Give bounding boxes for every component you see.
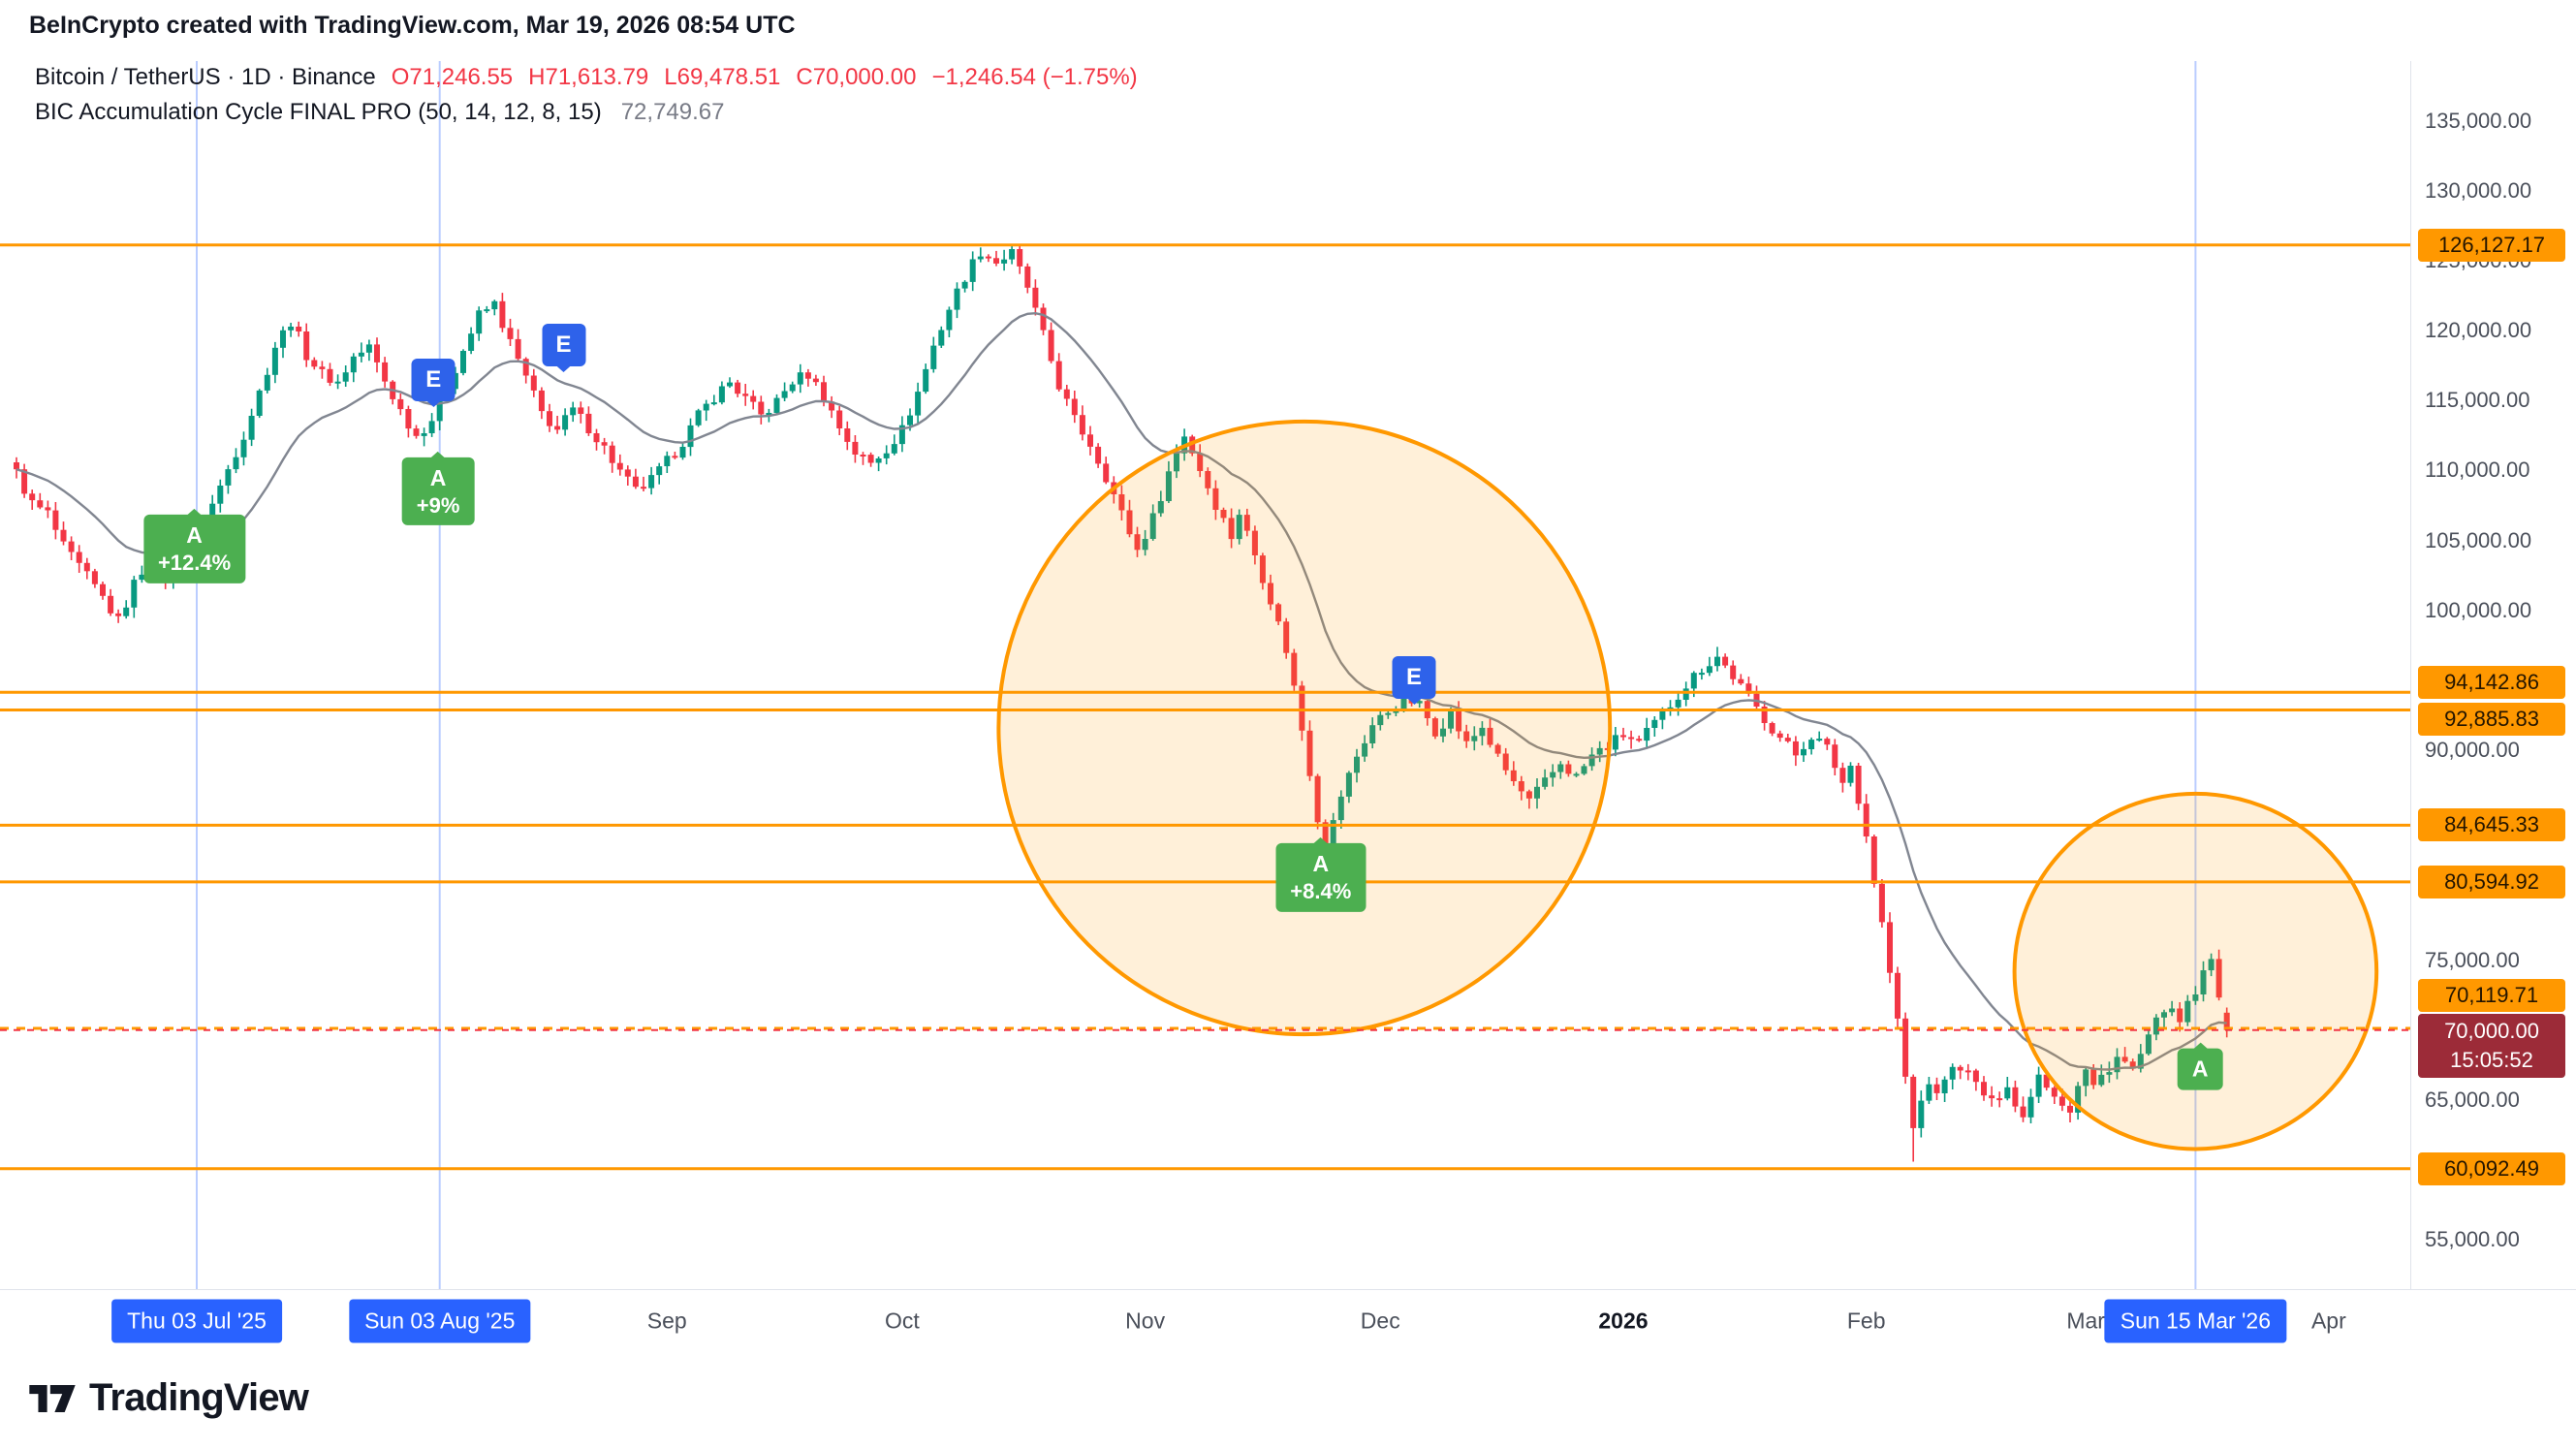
ohlc-low: L69,478.51 [664, 64, 781, 90]
price-level-lines[interactable] [0, 243, 2410, 1171]
time-tick-label: Apr [2310, 1308, 2346, 1333]
accumulation-marker-A[interactable]: A [2177, 1042, 2223, 1090]
indicator-value: 72,749.67 [620, 99, 725, 125]
ma-line [16, 311, 2227, 1071]
marker-label: A [1312, 851, 1330, 877]
current-price-value: 70,000.00 [2444, 1019, 2539, 1044]
exit-marker-E[interactable]: E [1392, 656, 1436, 706]
tradingview-logo-text: TradingView [89, 1376, 309, 1419]
marker-label: A [429, 464, 447, 490]
ohlc-open: O71,246.55 [391, 64, 514, 90]
price-level-badge: 84,645.33 [2418, 808, 2565, 842]
time-tick-label: 2026 [1598, 1308, 1649, 1333]
symbol-title: Bitcoin / TetherUS · 1D · Binance [35, 64, 376, 90]
price-tick-label: 90,000.00 [2425, 738, 2520, 763]
time-tick-label: Sep [646, 1308, 687, 1333]
price-tick-label: 55,000.00 [2425, 1227, 2520, 1252]
accumulation-marker-A-+9%[interactable]: A +9% [401, 451, 475, 526]
chart-canvas[interactable] [0, 0, 2410, 1289]
price-axis[interactable]: 135,000.00130,000.00125,000.00120,000.00… [2410, 61, 2576, 1289]
price-tick-label: 105,000.00 [2425, 527, 2532, 552]
tradingview-logo-icon [29, 1384, 76, 1412]
time-tick-label: Dec [1360, 1308, 1400, 1333]
marker-percent: +12.4% [157, 550, 232, 575]
ohlc-high: H71,613.79 [528, 64, 649, 90]
date-badge[interactable]: Sun 03 Aug '25 [349, 1299, 531, 1342]
chart-markers-layer: A +12.4% A +9% A +8.4% A E E E [142, 323, 2223, 1090]
time-tick-label: Nov [1125, 1308, 1166, 1333]
marker-percent: +8.4% [1290, 879, 1352, 904]
candlestick-series [14, 244, 2230, 1162]
marker-label: A [186, 522, 203, 549]
tradingview-logo[interactable]: TradingView [29, 1376, 309, 1420]
accumulation-marker-A-+8.4%[interactable]: A +8.4% [1275, 837, 1367, 912]
time-axis[interactable]: Sep Oct Nov Dec 2026 Feb Mar Apr Thu 03 Jul '25 S… [0, 1289, 2576, 1351]
marker-label: A [2191, 1056, 2209, 1082]
accumulation-marker-A-+12.4%[interactable]: A +12.4% [142, 509, 246, 583]
price-level-badge: 60,092.49 [2418, 1151, 2565, 1185]
ohlc-close: C70,000.00 [796, 64, 917, 90]
symbol-legend-row[interactable]: Bitcoin / TetherUS · 1D · Binance O71,24… [35, 64, 1138, 99]
attribution-text: BeInCrypto created with TradingView.com,… [29, 12, 796, 39]
price-tick-label: 65,000.00 [2425, 1087, 2520, 1112]
price-level-badge: 80,594.92 [2418, 865, 2565, 898]
price-tick-label: 135,000.00 [2425, 108, 2532, 133]
price-tick-label: 110,000.00 [2425, 457, 2530, 483]
time-tick-label: Feb [1846, 1308, 1886, 1333]
chart-legend: Bitcoin / TetherUS · 1D · Binance O71,24… [35, 64, 1138, 134]
time-tick-label: Mar [2066, 1308, 2105, 1333]
date-badge[interactable]: Sun 15 Mar '26 [2104, 1299, 2287, 1342]
price-tick-label: 130,000.00 [2425, 177, 2532, 203]
time-tick-label: Oct [885, 1308, 920, 1333]
ohlc-change: −1,246.54 (−1.75%) [931, 64, 1138, 90]
exit-marker-E[interactable]: E [542, 323, 586, 372]
current-price-badge: 70,000.00 15:05:52 [2418, 1013, 2565, 1078]
date-badge[interactable]: Thu 03 Jul '25 [111, 1299, 282, 1342]
marker-percent: +9% [416, 492, 460, 518]
price-level-badge: 92,885.83 [2418, 703, 2565, 737]
price-tick-label: 75,000.00 [2425, 947, 2520, 972]
price-level-badge: 126,127.17 [2418, 228, 2565, 262]
price-level-badge: 94,142.86 [2418, 666, 2565, 700]
bar-countdown: 15:05:52 [2450, 1047, 2533, 1072]
price-tick-label: 120,000.00 [2425, 318, 2532, 343]
indicator-name: BIC Accumulation Cycle FINAL PRO (50, 14… [35, 99, 602, 125]
indicator-legend-row[interactable]: BIC Accumulation Cycle FINAL PRO (50, 14… [35, 99, 1138, 134]
highlight-circles[interactable] [996, 419, 2379, 1151]
price-tick-label: 115,000.00 [2425, 388, 2530, 413]
price-tick-label: 100,000.00 [2425, 597, 2532, 622]
exit-marker-E[interactable]: E [411, 358, 456, 407]
price-level-badge: 70,119.71 [2418, 979, 2565, 1013]
